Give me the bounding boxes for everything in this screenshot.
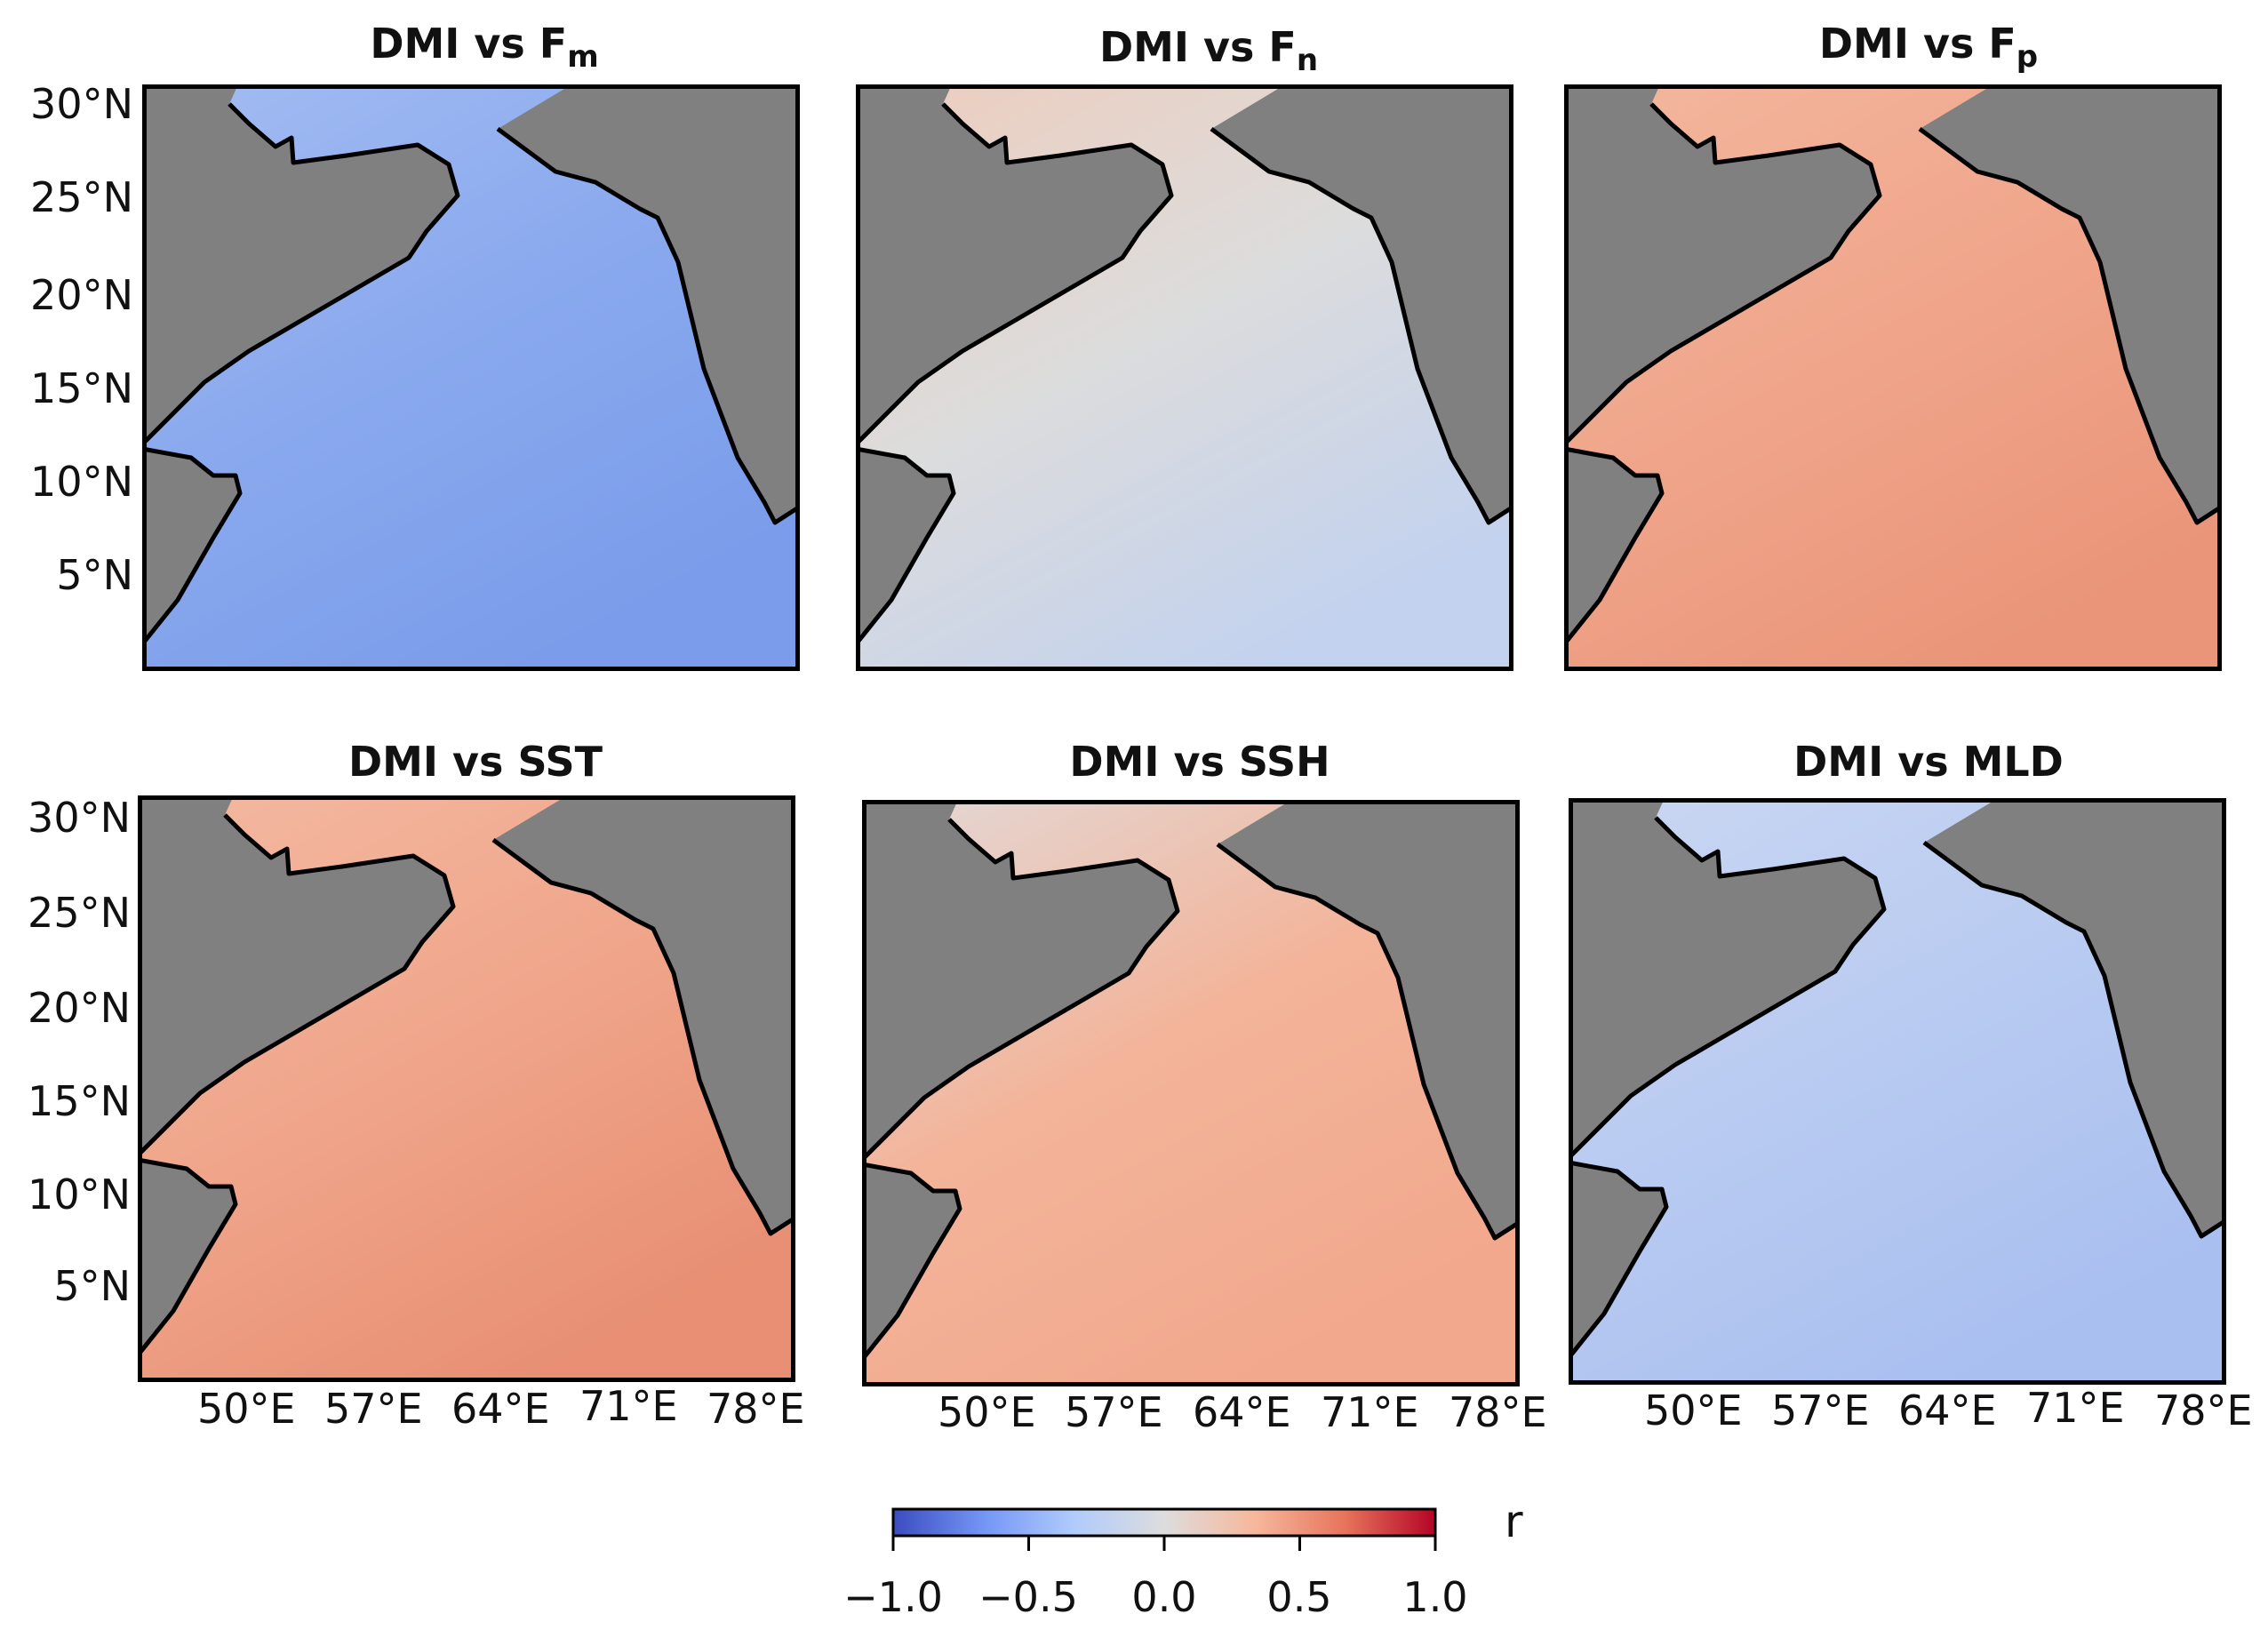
map-frame	[862, 800, 1520, 1386]
land-mass-asia	[856, 84, 1513, 523]
land-mass-africa	[1569, 1163, 1666, 1358]
lon-label-78e-sst: 78°E	[707, 1385, 805, 1433]
panel-title-ssh: DMI vs SSH	[1069, 738, 1330, 786]
lon-label-64e-ssh: 64°E	[1193, 1388, 1291, 1436]
coastline	[140, 102, 460, 446]
land-mass-africa	[138, 1160, 236, 1355]
colorbar-tick-label-1: 1.0	[1402, 1573, 1468, 1621]
map-panel-sst	[136, 795, 797, 1382]
colorbar-tick-label-0: 0.0	[1131, 1573, 1197, 1621]
lat-label-10n-top: 10°N	[30, 458, 133, 506]
colorbar-tick-label-neg05: −0.5	[978, 1573, 1078, 1621]
coastline	[1567, 1160, 1669, 1360]
coastline	[496, 126, 802, 525]
colorbar-gradient	[891, 1507, 1437, 1538]
lon-label-71e-mld: 71°E	[2026, 1384, 2125, 1432]
colorbar-label: r	[1505, 1496, 1523, 1547]
map-panel-fm	[140, 84, 802, 671]
panel-title-mld: DMI vs MLD	[1793, 738, 2064, 786]
land-mass-africa	[856, 449, 954, 644]
lon-label-78e-mld: 78°E	[2154, 1386, 2253, 1434]
lat-label-10n-bottom: 10°N	[28, 1171, 131, 1219]
map-frame	[1564, 84, 2222, 671]
coastline	[136, 1157, 238, 1357]
coastline	[1567, 816, 1887, 1160]
colorbar-tick-label-neg1: −1.0	[843, 1573, 943, 1621]
lon-label-57e-ssh: 57°E	[1065, 1388, 1163, 1436]
lat-label-15n-bottom: 15°N	[28, 1077, 131, 1125]
lat-label-20n-top: 20°N	[30, 271, 133, 319]
map-panel-fp	[1562, 84, 2224, 671]
land-mass-asia	[1564, 84, 2222, 523]
coastline	[854, 102, 1174, 446]
lat-label-5n-bottom: 5°N	[53, 1262, 131, 1310]
map-panel-fn	[854, 84, 1515, 671]
coastline	[1562, 446, 1665, 646]
map-frame	[138, 795, 795, 1382]
coastline	[1210, 126, 1515, 525]
lon-label-78e-ssh: 78°E	[1449, 1388, 1547, 1436]
lat-label-20n-bottom: 20°N	[28, 984, 131, 1032]
coastline	[1216, 842, 1521, 1241]
lon-label-71e-sst: 71°E	[579, 1382, 678, 1430]
panel-title-fn: DMI vs Fn	[1098, 23, 1319, 78]
lat-label-30n-bottom: 30°N	[28, 794, 131, 842]
colorbar-tick-label-05: 0.5	[1266, 1573, 1332, 1621]
coastline	[136, 813, 456, 1157]
coastline	[854, 446, 956, 646]
lat-label-25n-top: 25°N	[30, 173, 133, 221]
lon-label-57e-mld: 57°E	[1771, 1386, 1870, 1434]
panel-title-fp: DMI vs Fp	[1818, 20, 2039, 75]
land-mass-asia	[138, 795, 795, 1234]
lat-label-30n-top: 30°N	[30, 80, 133, 128]
map-frame	[142, 84, 800, 671]
lon-label-50e-sst: 50°E	[197, 1385, 296, 1433]
land-mass-africa	[142, 449, 240, 644]
coastline	[1562, 102, 1882, 446]
colorbar	[891, 1507, 1437, 1551]
lat-label-15n-top: 15°N	[30, 364, 133, 412]
lon-label-71e-ssh: 71°E	[1321, 1388, 1419, 1436]
coastline	[1922, 840, 2228, 1239]
map-frame	[1569, 798, 2226, 1385]
coastline	[860, 818, 1180, 1162]
lat-label-25n-bottom: 25°N	[28, 889, 131, 937]
land-mass-africa	[1564, 449, 1662, 644]
coastline	[491, 837, 797, 1236]
coastline	[860, 1162, 962, 1362]
map-panel-mld	[1567, 798, 2228, 1385]
land-mass-africa	[862, 1164, 960, 1360]
lon-label-64e-mld: 64°E	[1898, 1386, 1997, 1434]
panel-title-sst: DMI vs SST	[347, 738, 603, 786]
coastline	[140, 446, 243, 646]
lon-label-50e-mld: 50°E	[1644, 1386, 1743, 1434]
lat-label-5n-top: 5°N	[56, 551, 133, 599]
lon-label-57e-sst: 57°E	[324, 1385, 423, 1433]
map-frame	[856, 84, 1513, 671]
lon-label-50e-ssh: 50°E	[938, 1388, 1036, 1436]
land-mass-asia	[1569, 798, 2226, 1236]
coastline	[1918, 126, 2224, 525]
land-mass-asia	[142, 84, 800, 523]
land-mass-asia	[862, 800, 1520, 1238]
panel-title-fm: DMI vs Fm	[370, 20, 599, 75]
lon-label-64e-sst: 64°E	[451, 1385, 550, 1433]
map-panel-ssh	[860, 800, 1521, 1386]
